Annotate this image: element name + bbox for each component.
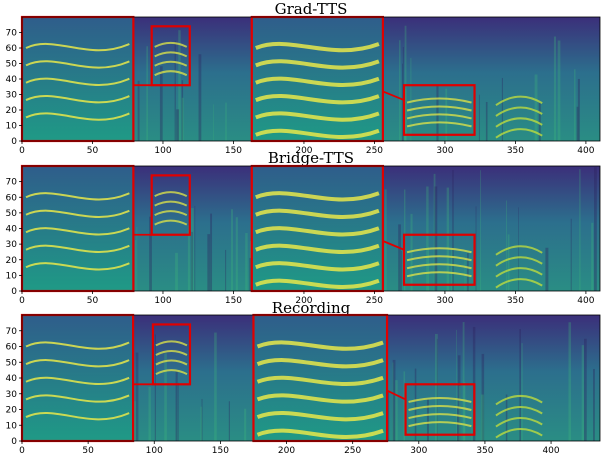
zoom-source-region xyxy=(150,25,191,87)
zoom-source-border xyxy=(402,84,476,136)
zoom-source-region xyxy=(150,174,191,236)
zoom-source-border xyxy=(402,233,476,286)
y-tick-label: 60 xyxy=(6,44,18,54)
y-axis: 0 10 20 30 40 50 60 70 xyxy=(6,178,22,297)
zoom-source-region xyxy=(402,84,476,136)
panel-title: Grad-TTS xyxy=(275,0,348,18)
spectrogram-panel-1: Grad-TTS 0 50 100 150 200 250 300 350 400 0 10 20 30 4… xyxy=(6,0,601,156)
x-tick-label: 250 xyxy=(366,146,383,156)
x-tick-label: 0 xyxy=(19,296,25,306)
x-axis: 0 50 100 150 200 250 300 350 400 xyxy=(19,291,595,306)
y-tick-label: 10 xyxy=(6,271,18,281)
x-tick-label: 350 xyxy=(476,446,493,456)
zoom-inset-1 xyxy=(20,313,192,443)
x-tick-label: 350 xyxy=(507,296,524,306)
x-tick-label: 300 xyxy=(436,296,453,306)
y-axis: 0 10 20 30 40 50 60 70 xyxy=(6,327,22,447)
x-tick-label: 150 xyxy=(212,446,229,456)
y-tick-label: 60 xyxy=(6,193,18,203)
zoom-inset-2 xyxy=(250,15,476,143)
x-tick-label: 400 xyxy=(577,296,594,306)
x-tick-label: 100 xyxy=(154,296,171,306)
zoom-connector-line xyxy=(382,240,405,251)
zoom-inset-1 xyxy=(20,15,191,143)
y-tick-label: 20 xyxy=(6,256,18,266)
y-tick-label: 0 xyxy=(11,137,17,147)
x-axis: 0 50 100 150 200 250 300 350 400 xyxy=(19,441,560,456)
y-tick-label: 60 xyxy=(6,343,18,353)
zoom-source-border xyxy=(150,174,191,236)
x-tick-label: 300 xyxy=(410,446,427,456)
x-tick-label: 200 xyxy=(278,446,295,456)
y-tick-label: 40 xyxy=(6,225,18,235)
x-tick-label: 50 xyxy=(82,446,94,456)
zoom-inset-2 xyxy=(252,313,476,443)
zoom-source-region xyxy=(404,383,476,436)
x-tick-label: 400 xyxy=(577,146,594,156)
zoom-source-region xyxy=(151,323,192,386)
x-tick-label: 50 xyxy=(87,296,99,306)
x-tick-label: 0 xyxy=(19,146,25,156)
zoom-source-region xyxy=(402,233,476,286)
y-tick-label: 70 xyxy=(6,178,18,188)
x-tick-label: 250 xyxy=(366,296,383,306)
x-tick-label: 350 xyxy=(507,146,524,156)
zoom-connector-line xyxy=(386,389,406,401)
y-tick-label: 10 xyxy=(6,122,18,132)
x-tick-label: 150 xyxy=(225,296,242,306)
y-tick-label: 50 xyxy=(6,60,18,70)
y-tick-label: 30 xyxy=(6,91,18,101)
y-tick-label: 40 xyxy=(6,374,18,384)
y-tick-label: 50 xyxy=(6,358,18,368)
x-tick-label: 0 xyxy=(19,446,25,456)
x-tick-label: 250 xyxy=(344,446,361,456)
y-tick-label: 40 xyxy=(6,75,18,85)
y-tick-label: 0 xyxy=(11,287,17,297)
x-tick-label: 50 xyxy=(87,146,99,156)
zoom-source-border xyxy=(150,25,191,87)
panel-title: Recording xyxy=(272,299,351,317)
x-tick-label: 400 xyxy=(542,446,559,456)
zoom-source-border xyxy=(151,323,192,386)
y-tick-label: 70 xyxy=(6,29,18,39)
x-tick-label: 200 xyxy=(295,146,312,156)
x-tick-label: 100 xyxy=(146,446,163,456)
panel-title: Bridge-TTS xyxy=(268,149,354,167)
zoom-connector-line xyxy=(382,90,405,101)
x-axis: 0 50 100 150 200 250 300 350 400 xyxy=(19,141,595,156)
y-axis: 0 10 20 30 40 50 60 70 xyxy=(6,29,22,147)
y-tick-label: 20 xyxy=(6,106,18,116)
x-tick-label: 200 xyxy=(295,296,312,306)
y-tick-label: 30 xyxy=(6,390,18,400)
y-tick-label: 0 xyxy=(11,437,17,447)
x-tick-label: 300 xyxy=(436,146,453,156)
zoom-inset-2 xyxy=(250,164,476,293)
zoom-source-border xyxy=(404,383,476,436)
y-tick-label: 10 xyxy=(6,421,18,431)
y-tick-label: 70 xyxy=(6,327,18,337)
x-tick-label: 100 xyxy=(154,146,171,156)
y-tick-label: 20 xyxy=(6,406,18,416)
y-tick-label: 30 xyxy=(6,240,18,250)
y-tick-label: 50 xyxy=(6,209,18,219)
x-tick-label: 150 xyxy=(225,146,242,156)
